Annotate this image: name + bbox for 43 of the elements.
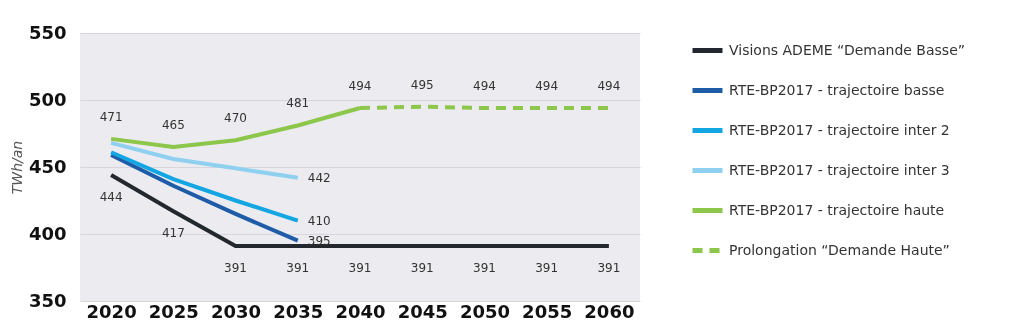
x-tick-label: 2060 <box>584 300 635 322</box>
y-tick-label: 350 <box>28 289 67 311</box>
data-label: 391 <box>535 261 559 276</box>
data-label: 395 <box>307 233 331 248</box>
data-label: 495 <box>410 77 434 92</box>
y-tick-label: 450 <box>28 155 67 177</box>
legend-label: RTE-BP2017 - trajectoire haute <box>729 201 945 218</box>
x-tick-label: 2050 <box>459 300 510 322</box>
x-tick-label: 2045 <box>397 300 448 322</box>
y-axis-title: TWh/an <box>8 140 25 195</box>
x-tick-label: 2040 <box>335 300 386 322</box>
data-label: 444 <box>99 190 123 205</box>
data-label: 494 <box>348 79 372 94</box>
data-label: 417 <box>161 226 185 241</box>
y-tick-label: 400 <box>28 222 67 244</box>
data-label: 494 <box>597 79 621 94</box>
legend-label: RTE-BP2017 - trajectoire basse <box>729 81 945 98</box>
y-tick-label: 500 <box>28 88 67 110</box>
data-label: 391 <box>348 261 372 276</box>
data-label: 391 <box>286 261 310 276</box>
x-tick-label: 2025 <box>148 300 199 322</box>
x-tick-label: 2030 <box>211 300 262 322</box>
data-label: 410 <box>307 213 331 228</box>
data-label: 442 <box>307 170 331 185</box>
data-label: 465 <box>161 117 185 132</box>
legend-label: Prolongation “Demande Haute” <box>729 241 950 258</box>
x-tick-label: 2020 <box>86 300 137 322</box>
legend-label: RTE-BP2017 - trajectoire inter 3 <box>729 161 950 178</box>
data-label: 391 <box>224 261 248 276</box>
legend-label: RTE-BP2017 - trajectoire inter 2 <box>729 121 950 138</box>
data-label: 391 <box>472 261 496 276</box>
x-tick-label: 2055 <box>522 300 573 322</box>
data-label: 494 <box>535 79 559 94</box>
y-tick-label: 550 <box>28 21 67 43</box>
data-label: 391 <box>597 261 621 276</box>
data-label: 471 <box>99 109 123 124</box>
data-label: 494 <box>472 79 496 94</box>
data-label: 470 <box>224 111 248 126</box>
line-series <box>109 140 300 180</box>
data-label: 481 <box>286 96 310 111</box>
x-tick-label: 2035 <box>273 300 324 322</box>
data-label: 391 <box>410 261 434 276</box>
legend-label: Visions ADEME “Demande Basse” <box>729 41 965 58</box>
